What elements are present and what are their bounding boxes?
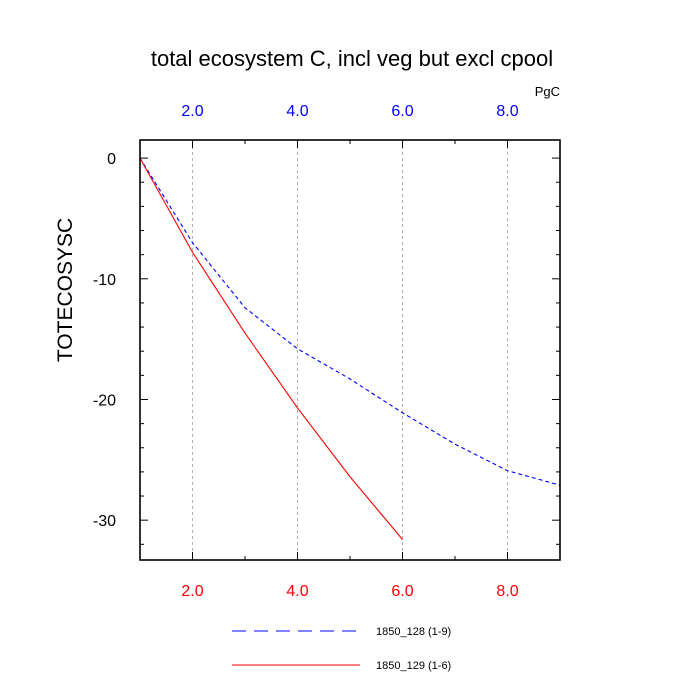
y-axis-label: TOTECOSYSC bbox=[54, 218, 77, 362]
series-line-2 bbox=[139, 157, 403, 540]
legend-label-1: 1850_128 (1-9) bbox=[376, 626, 451, 638]
x-tick-label-top: 2.0 bbox=[181, 103, 203, 120]
units-label: PgC bbox=[535, 84, 560, 99]
y-tick-label: -10 bbox=[93, 272, 116, 289]
legend: 1850_128 (1-9) 1850_129 (1-6) bbox=[232, 626, 451, 672]
chart-title: total ecosystem C, incl veg but excl cpo… bbox=[151, 46, 553, 71]
x-tick-label-bottom: 6.0 bbox=[391, 583, 413, 600]
x-tick-label-top: 8.0 bbox=[496, 103, 518, 120]
plot-frame bbox=[139, 139, 561, 561]
x-tick-label-top: 4.0 bbox=[286, 103, 308, 120]
y-tick-label: -30 bbox=[93, 513, 116, 530]
y-tick-label: -20 bbox=[93, 392, 116, 409]
axes: 2.0 2.0 4.0 4.0 6.0 6.0 8.0 8.0 0 -10 -20 -30 bbox=[93, 103, 561, 600]
series-line-1 bbox=[139, 157, 561, 486]
x-tick-label-top: 6.0 bbox=[391, 103, 413, 120]
grid-lines bbox=[192, 140, 508, 560]
x-tick-label-bottom: 4.0 bbox=[286, 583, 308, 600]
series-layer bbox=[139, 157, 561, 540]
x-tick-label-bottom: 8.0 bbox=[496, 583, 518, 600]
y-tick-label: 0 bbox=[107, 151, 116, 168]
legend-label-2: 1850_129 (1-6) bbox=[376, 660, 451, 672]
x-tick-label-bottom: 2.0 bbox=[181, 583, 203, 600]
